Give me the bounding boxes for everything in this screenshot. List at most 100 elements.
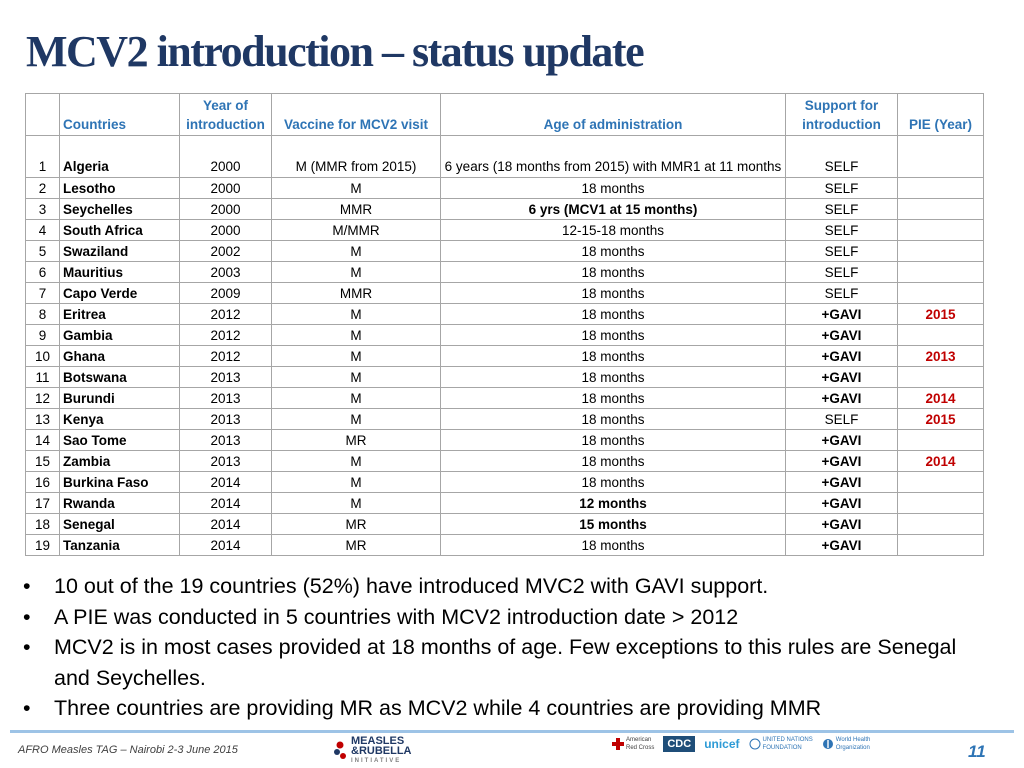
year-cell: 2000	[179, 198, 272, 220]
red-cross-line1: American	[626, 737, 652, 743]
row-number-cell: 17	[25, 492, 60, 514]
pie-year-cell	[897, 261, 984, 283]
vaccine-cell: M	[271, 177, 441, 199]
support-cell: SELF	[785, 261, 898, 283]
vaccine-cell: M	[271, 261, 441, 283]
red-cross-line2: Red Cross	[626, 745, 655, 751]
un-foundation-line1: UNITED NATIONS	[762, 737, 813, 743]
country-cell: Algeria	[59, 135, 180, 178]
year-cell: 2013	[179, 450, 272, 472]
row-number-cell: 3	[25, 198, 60, 220]
summary-notes: • 10 out of the 19 countries (52%) have i…	[20, 571, 960, 724]
age-cell: 18 months	[440, 282, 786, 304]
page-title: MCV2 introduction – status update	[26, 27, 645, 76]
row-number-cell: 18	[25, 513, 60, 535]
country-cell: Sao Tome	[59, 429, 180, 451]
table-row: 14 Sao Tome 2013 MR 18 months +GAVI	[25, 429, 984, 451]
note-item: • 10 out of the 19 countries (52%) have i…	[20, 571, 960, 602]
country-cell: Lesotho	[59, 177, 180, 199]
pie-year-cell: 2014	[897, 450, 984, 472]
year-cell: 2014	[179, 471, 272, 493]
row-number-cell: 12	[25, 387, 60, 409]
support-cell: +GAVI	[785, 387, 898, 409]
vaccine-cell: M	[271, 324, 441, 346]
table-row: 17 Rwanda 2014 M 12 months +GAVI	[25, 492, 984, 514]
pie-year-cell	[897, 135, 984, 178]
country-cell: Zambia	[59, 450, 180, 472]
year-cell: 2012	[179, 345, 272, 367]
header-pie: PIE (Year)	[897, 93, 984, 136]
vaccine-cell: M	[271, 471, 441, 493]
table-row: 2 Lesotho 2000 M 18 months SELF	[25, 177, 984, 199]
age-cell: 18 months	[440, 345, 786, 367]
vaccine-cell: M/MMR	[271, 219, 441, 241]
table-header-row: Countries Year of introduction Vaccine f…	[25, 93, 984, 136]
row-number-cell: 19	[25, 534, 60, 556]
year-cell: 2000	[179, 177, 272, 199]
country-cell: Mauritius	[59, 261, 180, 283]
red-cross-logo: American Red Cross	[612, 736, 654, 752]
country-cell: Rwanda	[59, 492, 180, 514]
country-cell: Ghana	[59, 345, 180, 367]
vaccine-cell: M	[271, 492, 441, 514]
table-row: 5 Swaziland 2002 M 18 months SELF	[25, 240, 984, 262]
pie-year-cell	[897, 282, 984, 304]
age-cell: 18 months	[440, 366, 786, 388]
row-number-cell: 9	[25, 324, 60, 346]
year-cell: 2014	[179, 534, 272, 556]
partner-logos: American Red Cross CDC unicef UNITED NAT…	[612, 736, 870, 752]
row-number-cell: 6	[25, 261, 60, 283]
age-cell: 18 months	[440, 450, 786, 472]
support-cell: SELF	[785, 135, 898, 178]
pie-year-cell	[897, 219, 984, 241]
table-row: 16 Burkina Faso 2014 M 18 months +GAVI	[25, 471, 984, 493]
pie-year-cell	[897, 534, 984, 556]
pie-year-cell	[897, 177, 984, 199]
note-text: MCV2 is in most cases provided at 18 mon…	[54, 635, 957, 690]
row-number-cell: 5	[25, 240, 60, 262]
pie-year-cell: 2015	[897, 303, 984, 325]
age-cell: 18 months	[440, 324, 786, 346]
support-cell: SELF	[785, 282, 898, 304]
support-cell: +GAVI	[785, 450, 898, 472]
year-cell: 2014	[179, 513, 272, 535]
note-text: A PIE was conducted in 5 countries with …	[54, 604, 739, 629]
header-num	[25, 93, 60, 136]
support-cell: SELF	[785, 198, 898, 220]
country-cell: Gambia	[59, 324, 180, 346]
support-cell: +GAVI	[785, 492, 898, 514]
row-number-cell: 2	[25, 177, 60, 199]
who-emblem-icon	[822, 739, 833, 749]
vaccine-cell: M (MMR from 2015)	[271, 135, 441, 178]
table-row: 19 Tanzania 2014 MR 18 months +GAVI	[25, 534, 984, 556]
row-number-cell: 7	[25, 282, 60, 304]
age-cell: 18 months	[440, 261, 786, 283]
age-cell: 18 months	[440, 534, 786, 556]
support-cell: +GAVI	[785, 366, 898, 388]
bullet-icon: •	[23, 604, 31, 629]
pie-year-cell: 2013	[897, 345, 984, 367]
year-cell: 2012	[179, 324, 272, 346]
pie-year-cell	[897, 471, 984, 493]
pie-year-cell	[897, 513, 984, 535]
year-cell: 2013	[179, 429, 272, 451]
age-cell: 15 months	[440, 513, 786, 535]
age-cell: 18 months	[440, 240, 786, 262]
bullet-icon: •	[23, 574, 31, 598]
note-text: 10 out of the 19 countries (52%) have in…	[54, 574, 769, 598]
year-cell: 2009	[179, 282, 272, 304]
age-cell: 18 months	[440, 471, 786, 493]
table-row: 7 Capo Verde 2009 MMR 18 months SELF	[25, 282, 984, 304]
table-row: 12 Burundi 2013 M 18 months +GAVI 2014	[25, 387, 984, 409]
age-cell: 6 yrs (MCV1 at 15 months)	[440, 198, 786, 220]
pie-year-cell	[897, 429, 984, 451]
page-number: 11	[968, 742, 986, 761]
country-cell: Eritrea	[59, 303, 180, 325]
cdc-logo: CDC	[663, 736, 696, 752]
year-cell: 2012	[179, 303, 272, 325]
pie-year-cell: 2015	[897, 408, 984, 430]
table-body: 1 Algeria 2000 M (MMR from 2015) 6 years (18…	[25, 135, 984, 556]
support-cell: +GAVI	[785, 429, 898, 451]
row-number-cell: 16	[25, 471, 60, 493]
support-cell: +GAVI	[785, 534, 898, 556]
